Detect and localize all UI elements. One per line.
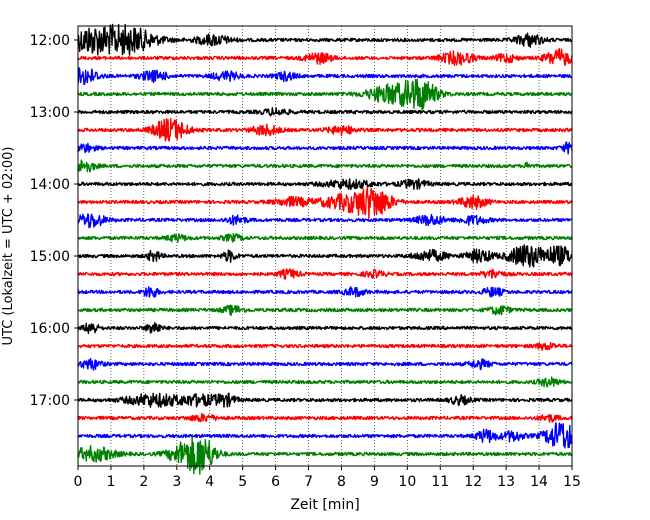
seismic-trace-1230 — [77, 67, 573, 86]
x-tick-label: 12 — [464, 474, 482, 490]
seismic-trace-1615 — [77, 341, 573, 351]
x-tick-label: 13 — [497, 474, 515, 490]
x-tick-label: 15 — [563, 474, 581, 490]
y-axis-ticks: 12:00 13:00 14:00 15:00 16:00 17:00 — [30, 33, 78, 409]
y-tick-label: 14:00 — [30, 177, 70, 193]
seismic-trace-1400 — [77, 178, 573, 191]
seismic-trace-1700 — [77, 392, 573, 408]
seismic-trace-1715 — [77, 412, 573, 423]
seismic-trace-1445 — [77, 233, 573, 243]
x-axis-label: Zeit [min] — [290, 497, 359, 513]
seismic-trace-1245 — [77, 78, 573, 111]
y-tick-label: 13:00 — [30, 105, 70, 121]
traces — [77, 23, 573, 475]
seismic-trace-1545 — [77, 304, 573, 317]
grid-lines — [110, 26, 540, 466]
seismic-trace-1630 — [77, 357, 573, 371]
x-tick-label: 1 — [106, 474, 115, 490]
y-tick-label: 17:00 — [30, 393, 70, 409]
seismic-trace-1300 — [77, 107, 573, 117]
x-tick-label: 0 — [74, 474, 83, 490]
seismic-trace-1730 — [77, 422, 573, 449]
x-tick-label: 10 — [398, 474, 416, 490]
seismic-trace-1430 — [77, 213, 573, 229]
x-tick-label: 9 — [370, 474, 379, 490]
x-tick-label: 6 — [271, 474, 280, 490]
x-tick-label: 5 — [238, 474, 247, 490]
x-axis-ticks: 0 1 2 3 4 5 6 7 8 9 10 11 12 13 14 15 — [74, 466, 581, 490]
seismic-trace-1200 — [77, 23, 573, 56]
x-tick-label: 2 — [139, 474, 148, 490]
plot-frame — [77, 25, 573, 467]
seismic-trace-1745 — [77, 435, 573, 475]
seismic-trace-1600 — [77, 322, 573, 335]
seismic-trace-1345 — [77, 159, 573, 173]
y-axis-label: UTC (Lokalzeit = UTC + 02:00) — [1, 147, 16, 346]
x-tick-label: 4 — [205, 474, 214, 490]
seismic-trace-1415 — [77, 187, 573, 219]
seismic-trace-1500 — [77, 244, 573, 268]
seismic-trace-1215 — [77, 47, 573, 67]
seismic-trace-1515 — [77, 268, 573, 280]
seismic-trace-1330 — [77, 141, 573, 155]
y-tick-label: 12:00 — [30, 33, 70, 49]
seismic-trace-1315 — [77, 117, 573, 142]
y-tick-label: 15:00 — [30, 249, 70, 265]
y-tick-label: 16:00 — [30, 321, 70, 337]
x-tick-label: 11 — [431, 474, 449, 490]
seismic-trace-1530 — [77, 286, 573, 298]
x-tick-label: 7 — [304, 474, 313, 490]
x-tick-label: 3 — [172, 474, 181, 490]
x-tick-label: 8 — [337, 474, 346, 490]
x-tick-label: 14 — [530, 474, 548, 490]
seismic-trace-1645 — [77, 376, 573, 388]
